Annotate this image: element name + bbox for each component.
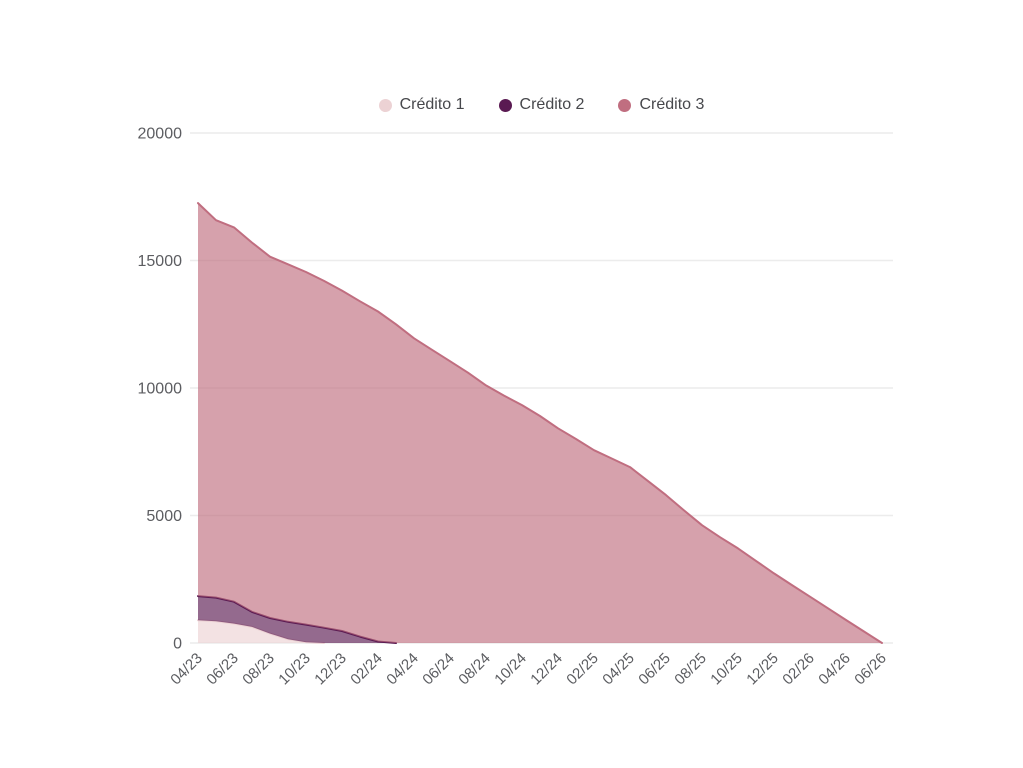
legend-dot-icon xyxy=(498,98,512,112)
x-tick-label: 06/26 xyxy=(851,650,890,689)
x-tick-label: 02/24 xyxy=(347,650,386,689)
legend-item-credito-3[interactable]: Crédito 3 xyxy=(618,97,704,113)
series-areas xyxy=(197,202,883,644)
y-axis-labels: 0 5000 10000 15000 20000 xyxy=(138,126,183,653)
legend-dot-icon xyxy=(618,98,632,112)
area-credito-1 xyxy=(198,620,882,643)
x-tick-label: 06/25 xyxy=(635,650,674,689)
x-tick-label: 12/24 xyxy=(527,650,566,689)
x-tick-label: 04/25 xyxy=(599,650,638,689)
legend-item-label: Crédito 1 xyxy=(399,96,465,113)
chart-legend: Crédito 1 Crédito 2 Crédito 3 xyxy=(190,93,893,117)
y-tick-label: 5000 xyxy=(146,508,182,525)
x-tick-label: 06/23 xyxy=(203,650,242,689)
legend-item-credito-1[interactable]: Crédito 1 xyxy=(378,96,465,113)
legend-item-credito-2[interactable]: Crédito 2 xyxy=(498,96,585,113)
x-tick-label: 02/25 xyxy=(563,650,602,689)
x-axis-labels: 04/2306/2308/2310/2312/2302/2404/2406/24… xyxy=(167,650,890,689)
x-tick-label: 08/25 xyxy=(671,650,710,689)
line-credito-3 xyxy=(197,202,883,644)
x-tick-label: 04/24 xyxy=(383,650,422,689)
y-tick-label: 15000 xyxy=(138,253,183,270)
x-tick-label: 10/24 xyxy=(491,650,530,689)
x-tick-label: 04/26 xyxy=(815,650,854,689)
y-tick-label: 20000 xyxy=(138,126,183,143)
y-tick-label: 10000 xyxy=(138,381,183,398)
x-tick-label: 12/25 xyxy=(743,650,782,689)
x-tick-label: 10/23 xyxy=(275,650,314,689)
legend-dot-icon xyxy=(378,98,392,112)
x-tick-label: 08/24 xyxy=(455,650,494,689)
y-tick-label: 0 xyxy=(173,636,182,653)
x-tick-label: 04/23 xyxy=(167,650,206,689)
x-tick-label: 06/24 xyxy=(419,650,458,689)
x-tick-label: 08/23 xyxy=(239,650,278,689)
area-credito-3 xyxy=(198,203,882,643)
legend-item-label: Crédito 3 xyxy=(639,96,705,113)
x-tick-label: 12/23 xyxy=(311,650,350,689)
x-tick-label: 02/26 xyxy=(779,650,818,689)
legend-item-label: Crédito 2 xyxy=(519,96,585,113)
x-tick-label: 10/25 xyxy=(707,650,746,689)
